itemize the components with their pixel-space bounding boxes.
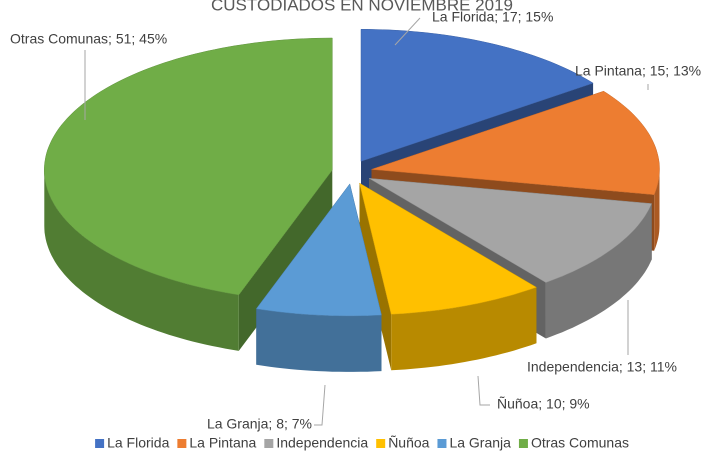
data-label: Independencia; 13; 11% <box>527 359 677 375</box>
data-label: Ñuñoa; 10; 9% <box>497 396 590 412</box>
legend-swatch <box>518 439 528 448</box>
legend-swatch <box>95 439 105 448</box>
legend-label: Otras Comunas <box>531 435 629 451</box>
data-label: La Granja; 8; 7% <box>207 416 312 432</box>
legend: La Florida La Pintana Independencia Ñuñoa La… <box>95 435 629 451</box>
slice <box>44 37 333 296</box>
slice-rim <box>44 170 239 351</box>
legend-swatch <box>177 439 187 448</box>
leader-line <box>314 384 326 426</box>
slice <box>360 29 594 162</box>
slice-rim <box>654 169 660 251</box>
legend-label: La Pintana <box>189 435 256 451</box>
legend-label: Independencia <box>276 435 368 451</box>
slice <box>359 182 537 315</box>
leader-line <box>394 17 421 46</box>
slice-rim <box>256 308 382 372</box>
slice-rim <box>545 203 652 339</box>
legend-label: La Granja <box>449 435 511 451</box>
leader-line <box>477 375 490 406</box>
chart-title: CUSTODIADOS EN NOVIEMBRE 2019 <box>211 0 513 14</box>
slice <box>371 90 660 195</box>
slice <box>255 183 382 317</box>
slice-side <box>359 183 392 371</box>
data-label: Otras Comunas; 51; 45% <box>10 31 167 47</box>
slice-rim <box>391 287 537 371</box>
legend-label: La Florida <box>107 435 169 451</box>
slice <box>368 178 653 283</box>
legend-swatch <box>264 439 274 448</box>
legend-swatch <box>376 439 386 448</box>
data-label: La Florida; 17; 15% <box>432 9 553 25</box>
legend-label: Ñuñoa <box>388 435 429 451</box>
legend-swatch <box>437 439 447 448</box>
data-label: La Pintana; 15; 13% <box>575 63 701 79</box>
